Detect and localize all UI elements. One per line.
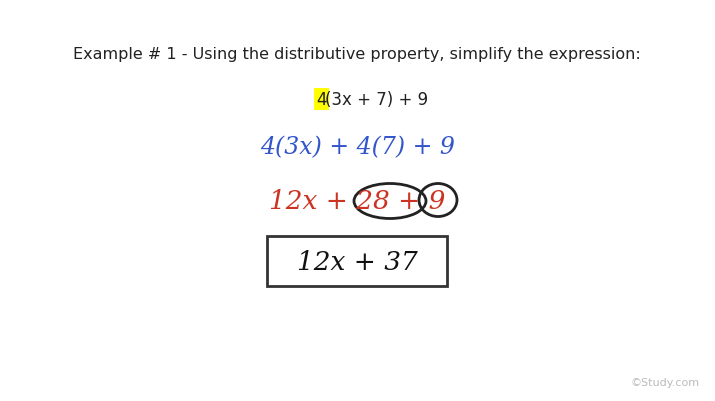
Text: 12x + 37: 12x + 37	[297, 250, 418, 275]
Text: (3x + 7) + 9: (3x + 7) + 9	[325, 91, 428, 109]
Text: 4: 4	[316, 91, 327, 109]
Text: Example # 1 - Using the distributive property, simplify the expression:: Example # 1 - Using the distributive pro…	[73, 47, 641, 62]
Text: ©Study.com: ©Study.com	[631, 377, 700, 387]
Text: 4(3x) + 4(7) + 9: 4(3x) + 4(7) + 9	[260, 136, 455, 159]
Text: 12x + 28 + 9: 12x + 28 + 9	[269, 189, 445, 214]
